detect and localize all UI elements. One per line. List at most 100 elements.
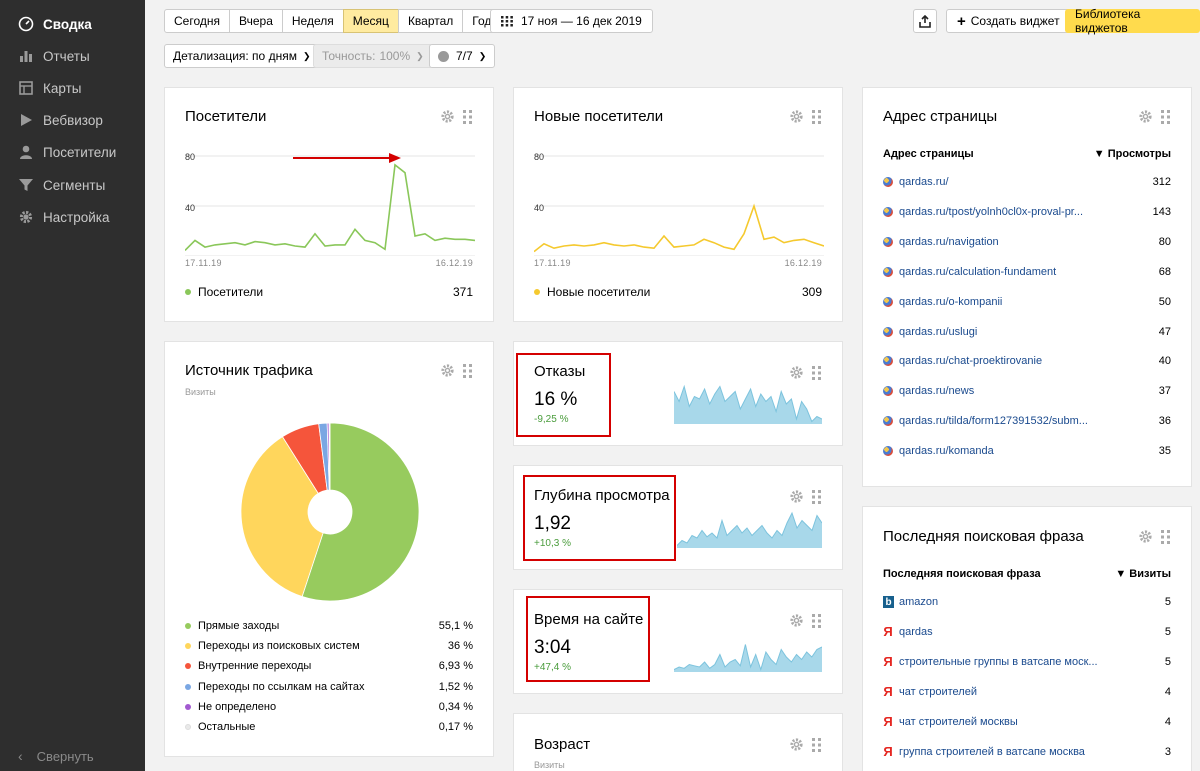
drag-handle-icon[interactable] (812, 613, 822, 628)
search-phrase-link[interactable]: amazon (899, 596, 939, 608)
sidebar-item-settings[interactable]: Настройка (0, 201, 145, 233)
metric-value: 16 % (534, 389, 578, 410)
x-end-label: 16.12.19 (435, 258, 473, 268)
page-url-link[interactable]: qardas.ru/o-kompanii (899, 295, 1003, 308)
sidebar-item-reports[interactable]: Отчеты (0, 40, 145, 72)
widget-tools (1138, 529, 1171, 544)
drag-handle-icon[interactable] (812, 489, 822, 504)
metric-value: 1,92 (534, 513, 571, 534)
drag-handle-icon[interactable] (812, 365, 822, 380)
visits-count: 3 (1164, 745, 1171, 758)
widget-library-button[interactable]: Библиотека виджетов (1065, 7, 1200, 35)
yandex-icon: Я (883, 654, 893, 670)
detail-dropdown[interactable]: Детализация: по дням ❯ (164, 44, 320, 68)
yandex-icon: Я (883, 684, 893, 700)
views-count: 68 (1158, 265, 1171, 278)
gear-icon[interactable] (789, 109, 804, 124)
page-url-link[interactable]: qardas.ru/calculation-fundament (899, 265, 1057, 278)
table-header: Последняя поисковая фраза ▼ Визиты (883, 568, 1171, 580)
page-url-link[interactable]: qardas.ru/uslugi (899, 325, 978, 338)
page-url-link[interactable]: qardas.ru/ (899, 176, 949, 188)
legend-label: Посетители (198, 285, 264, 299)
export-button[interactable] (913, 9, 937, 33)
gear-icon[interactable] (789, 613, 804, 628)
page-url-link[interactable]: qardas.ru/tpost/yolnh0cl0x-proval-pr... (899, 205, 1084, 218)
segments-dropdown[interactable]: 7/7 ❯ (429, 44, 496, 68)
sidebar-item-label: Отчеты (43, 48, 90, 64)
y-tick-label: 80 (534, 152, 545, 162)
drag-handle-icon[interactable] (463, 109, 473, 124)
search-phrase-link[interactable]: строительные группы в ватсапе моск... (899, 655, 1098, 668)
table-row: qardas.ru/navigation 80 (883, 233, 1171, 251)
period-week[interactable]: Неделя (281, 9, 344, 33)
period-today[interactable]: Сегодня (164, 9, 230, 33)
table-row: b amazon 5 (883, 593, 1171, 611)
sidebar: Сводка Отчеты Карты Вебвизор Посетители … (0, 0, 145, 771)
page-url-link[interactable]: qardas.ru/komanda (899, 445, 994, 458)
pie-slice (240, 436, 324, 598)
drag-handle-icon[interactable] (1161, 529, 1171, 544)
legend-label: Остальные (198, 721, 256, 733)
sidebar-item-webvisor[interactable]: Вебвизор (0, 104, 145, 136)
drag-handle-icon[interactable] (812, 737, 822, 752)
legend-dot (185, 623, 191, 629)
legend-label: Новые посетители (547, 285, 651, 299)
column-header-sorted[interactable]: ▼ Просмотры (1093, 148, 1171, 160)
page-url-link[interactable]: qardas.ru/tilda/form127391532/subm... (899, 415, 1088, 428)
views-count: 35 (1158, 445, 1171, 458)
gear-icon[interactable] (1138, 109, 1153, 124)
yandex-icon: Я (883, 624, 893, 640)
gear-icon[interactable] (1138, 529, 1153, 544)
sidebar-item-summary[interactable]: Сводка (0, 8, 145, 40)
metric-delta: -9,25 % (534, 414, 569, 425)
search-phrase-link[interactable]: чат строителей (899, 685, 977, 698)
column-header[interactable]: Адрес страницы (883, 148, 974, 160)
table-row: qardas.ru/uslugi 47 (883, 323, 1171, 341)
column-header-sorted[interactable]: ▼ Визиты (1115, 568, 1171, 580)
search-phrase-link[interactable]: чат строителей москвы (899, 715, 1018, 728)
drag-handle-icon[interactable] (812, 109, 822, 124)
widget-title: Последняя поисковая фраза (883, 528, 1084, 545)
yandex-icon: Я (883, 714, 893, 730)
page-url-link[interactable]: qardas.ru/chat-proektirovanie (899, 355, 1043, 368)
period-quarter[interactable]: Квартал (397, 9, 464, 33)
gear-icon[interactable] (440, 109, 455, 124)
search-phrase-link[interactable]: группа строителей в ватсапе москва (899, 745, 1085, 758)
views-count: 40 (1158, 355, 1171, 368)
table-row: qardas.ru/tilda/form127391532/subm... 36 (883, 412, 1171, 430)
table-row: qardas.ru/komanda 35 (883, 442, 1171, 460)
sidebar-item-segments[interactable]: Сегменты (0, 169, 145, 201)
date-range-picker[interactable]: 17 ноя — 16 дек 2019 (490, 9, 653, 33)
period-month[interactable]: Месяц (342, 9, 399, 33)
legend-dot (185, 289, 191, 295)
pie-legend-row: Остальные 0,17 % (185, 717, 473, 737)
column-header[interactable]: Последняя поисковая фраза (883, 568, 1041, 580)
drag-handle-icon[interactable] (463, 363, 473, 378)
legend-dot (185, 663, 191, 670)
annotation-arrow (293, 153, 401, 163)
widget-title: Источник трафика (185, 362, 313, 379)
gear-icon[interactable] (789, 365, 804, 380)
drag-handle-icon[interactable] (1161, 109, 1171, 124)
create-widget-button[interactable]: + Создать виджет (946, 9, 1071, 33)
page-url-link[interactable]: qardas.ru/news (899, 385, 975, 398)
sparkline-area (674, 644, 822, 672)
gear-icon[interactable] (789, 737, 804, 752)
search-phrase-link[interactable]: qardas (899, 625, 933, 638)
gear-icon[interactable] (440, 363, 455, 378)
legend-dot (185, 643, 191, 650)
gear-icon[interactable] (789, 489, 804, 504)
favicon-icon (883, 386, 893, 397)
favicon-icon (883, 446, 893, 457)
sidebar-item-visitors[interactable]: Посетители (0, 136, 145, 168)
page-url-link[interactable]: qardas.ru/navigation (899, 235, 999, 248)
legend-value: 1,52 % (438, 680, 473, 693)
period-yesterday[interactable]: Вчера (229, 9, 283, 33)
sidebar-item-maps[interactable]: Карты (0, 72, 145, 104)
sidebar-item-label: Карты (43, 80, 82, 96)
pie-legend-row: Переходы из поисковых систем 36 % (185, 636, 473, 656)
sidebar-item-label: Настройка (43, 209, 110, 225)
collapse-sidebar-button[interactable]: ‹ Свернуть (18, 748, 94, 764)
